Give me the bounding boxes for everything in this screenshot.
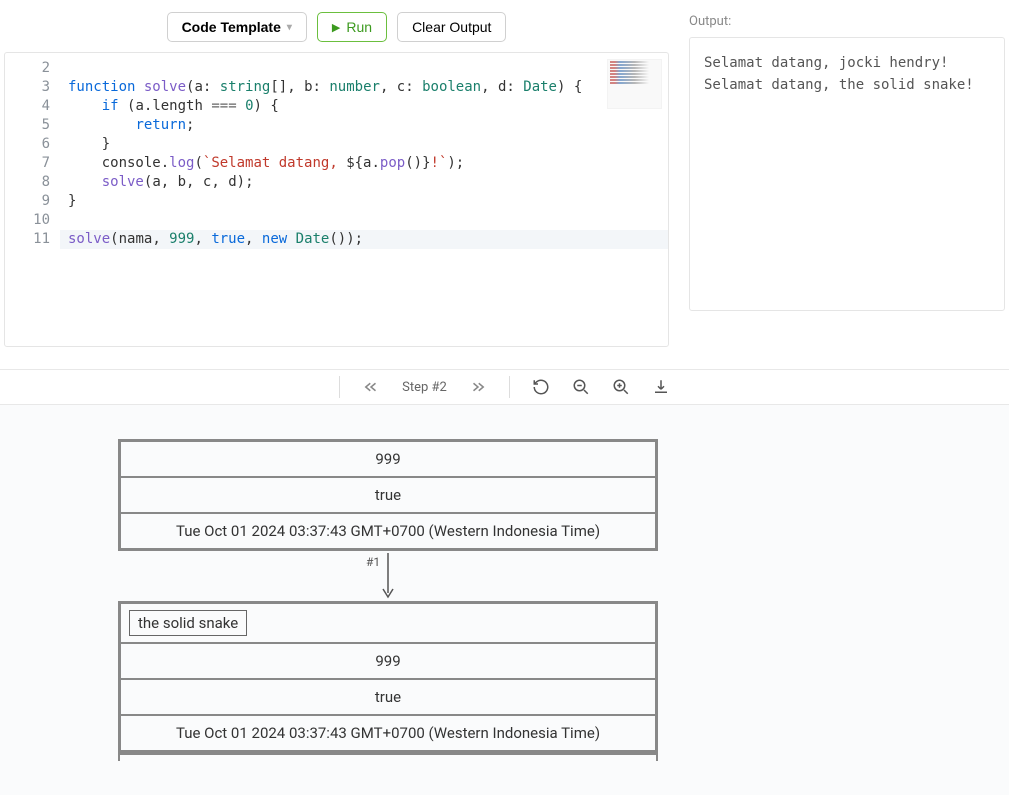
line-number: 4 [5,97,50,116]
code-line[interactable] [60,59,668,78]
frame-continuation [118,753,658,761]
frame-row: true [120,679,656,715]
code-line[interactable]: } [60,135,668,154]
code-line[interactable]: return; [60,116,668,135]
code-line[interactable]: if (a.length === 0) { [60,97,668,116]
line-number: 8 [5,173,50,192]
output-label: Output: [689,8,1005,29]
frame-row: Tue Oct 01 2024 03:37:43 GMT+0700 (Weste… [120,513,656,549]
chevron-down-icon: ▾ [287,22,292,33]
minimap[interactable] [607,59,662,109]
line-number: 11 [5,230,50,249]
code-template-button[interactable]: Code Template ▾ [167,12,307,42]
step-next-icon[interactable] [469,378,487,396]
code-line[interactable] [60,211,668,230]
frame-row: Tue Oct 01 2024 03:37:43 GMT+0700 (Weste… [120,715,656,751]
code-line[interactable]: console.log(`Selamat datang, ${a.pop()}!… [60,154,668,173]
run-label: Run [346,19,372,35]
code-line[interactable]: function solve(a: string[], b: number, c… [60,78,668,97]
clear-output-label: Clear Output [412,19,491,35]
frame-row: 999 [120,441,656,477]
line-number: 2 [5,59,50,78]
frame-value-box: the solid snake [129,610,247,636]
line-number-gutter: 234567891011 [5,53,60,346]
run-button[interactable]: ▶ Run [317,12,387,42]
code-editor[interactable]: 234567891011 function solve(a: string[],… [4,52,669,347]
download-icon[interactable] [652,378,670,396]
output-panel: Selamat datang, jocki hendry!Selamat dat… [689,37,1005,311]
code-template-label: Code Template [182,19,281,35]
frame-row: the solid snake [120,603,656,643]
code-area[interactable]: function solve(a: string[], b: number, c… [60,53,668,346]
code-line[interactable]: } [60,192,668,211]
visualizer-canvas[interactable]: 999trueTue Oct 01 2024 03:37:43 GMT+0700… [0,405,1009,795]
output-line: Selamat datang, jocki hendry! [704,52,990,74]
zoom-in-icon[interactable] [612,378,630,396]
undo-icon[interactable] [532,378,550,396]
zoom-out-icon[interactable] [572,378,590,396]
frame-arrow: #1 [118,551,658,601]
output-line: Selamat datang, the solid snake! [704,74,990,96]
line-number: 7 [5,154,50,173]
line-number: 5 [5,116,50,135]
frame-row: 999 [120,643,656,679]
editor-toolbar: Code Template ▾ ▶ Run Clear Output [4,8,669,52]
visualizer-toolbar: Step #2 [0,369,1009,405]
step-label: Step #2 [402,380,447,395]
play-icon: ▶ [332,21,340,34]
code-line[interactable]: solve(nama, 999, true, new Date()); [60,230,668,249]
stack-frame: the solid snake 999trueTue Oct 01 2024 03… [118,601,658,753]
stack-frame: 999trueTue Oct 01 2024 03:37:43 GMT+0700… [118,439,658,551]
step-first-icon[interactable] [362,378,380,396]
line-number: 9 [5,192,50,211]
line-number: 6 [5,135,50,154]
line-number: 10 [5,211,50,230]
clear-output-button[interactable]: Clear Output [397,12,506,42]
frame-row: true [120,477,656,513]
line-number: 3 [5,78,50,97]
code-line[interactable]: solve(a, b, c, d); [60,173,668,192]
